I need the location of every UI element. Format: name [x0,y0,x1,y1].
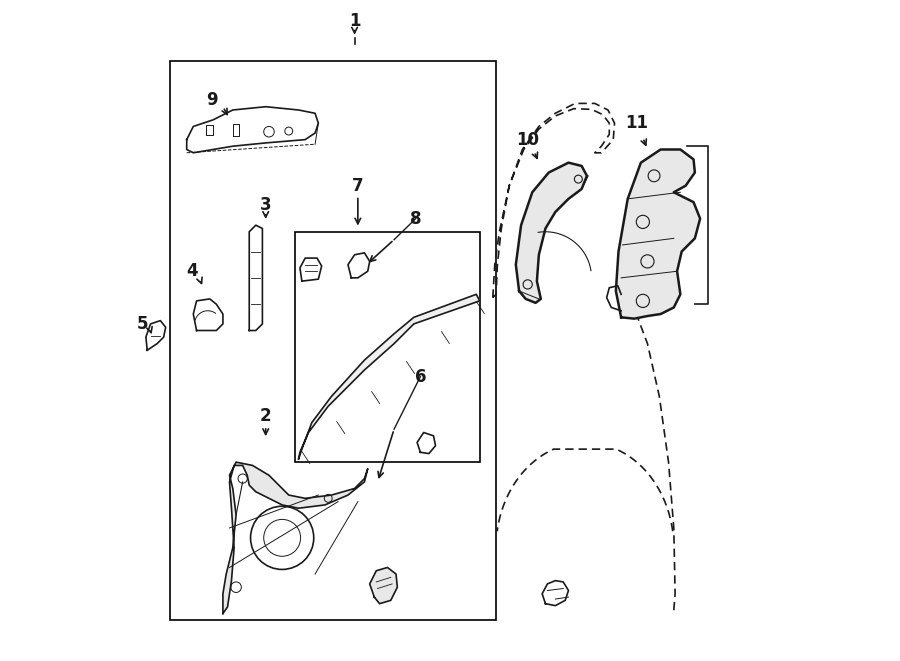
Text: 11: 11 [625,114,648,132]
Text: 4: 4 [186,262,198,280]
Polygon shape [223,462,368,613]
Polygon shape [516,163,587,303]
Text: 7: 7 [352,176,364,195]
Text: 1: 1 [349,12,360,30]
Text: 3: 3 [260,196,272,214]
Text: 6: 6 [415,368,426,385]
Polygon shape [299,294,480,459]
Text: 10: 10 [517,131,539,149]
Text: 9: 9 [206,91,218,109]
Text: 5: 5 [137,315,148,333]
Bar [170,61,496,620]
Polygon shape [616,149,700,319]
Text: 2: 2 [260,407,272,425]
Text: 8: 8 [410,210,421,227]
Bar [295,232,480,462]
Polygon shape [370,567,397,603]
